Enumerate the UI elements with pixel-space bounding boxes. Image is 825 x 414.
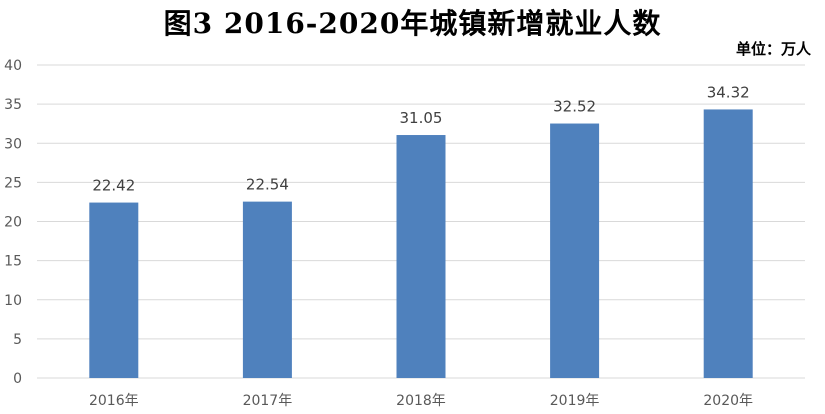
y-tick-label: 40 <box>4 58 22 74</box>
x-tick-label: 2016年 <box>89 393 139 409</box>
data-label: 22.42 <box>92 177 135 195</box>
x-tick-label: 2020年 <box>703 393 753 409</box>
bar <box>703 109 753 379</box>
bar <box>396 135 446 378</box>
unit-label: 单位：万人 <box>735 40 811 58</box>
x-tick-label: 2018年 <box>396 393 446 409</box>
y-tick-label: 5 <box>13 332 22 348</box>
y-tick-label: 15 <box>4 254 22 270</box>
x-tick-label: 2017年 <box>243 393 293 409</box>
bar <box>89 202 139 378</box>
x-tick-label: 2019年 <box>550 393 600 409</box>
y-tick-label: 20 <box>4 215 22 231</box>
y-tick-label: 10 <box>4 293 22 309</box>
chart-title: 图3 2016-2020年城镇新增就业人数 <box>163 7 662 40</box>
y-tick-label: 35 <box>4 97 22 113</box>
y-tick-label: 0 <box>13 371 22 387</box>
y-tick-label: 30 <box>4 136 22 152</box>
y-tick-label: 25 <box>4 175 22 191</box>
data-label: 31.05 <box>400 109 443 127</box>
bar <box>550 123 600 378</box>
data-label: 32.52 <box>553 98 596 116</box>
data-label: 22.54 <box>246 176 289 194</box>
bar <box>242 201 292 378</box>
data-label: 34.32 <box>707 83 750 101</box>
